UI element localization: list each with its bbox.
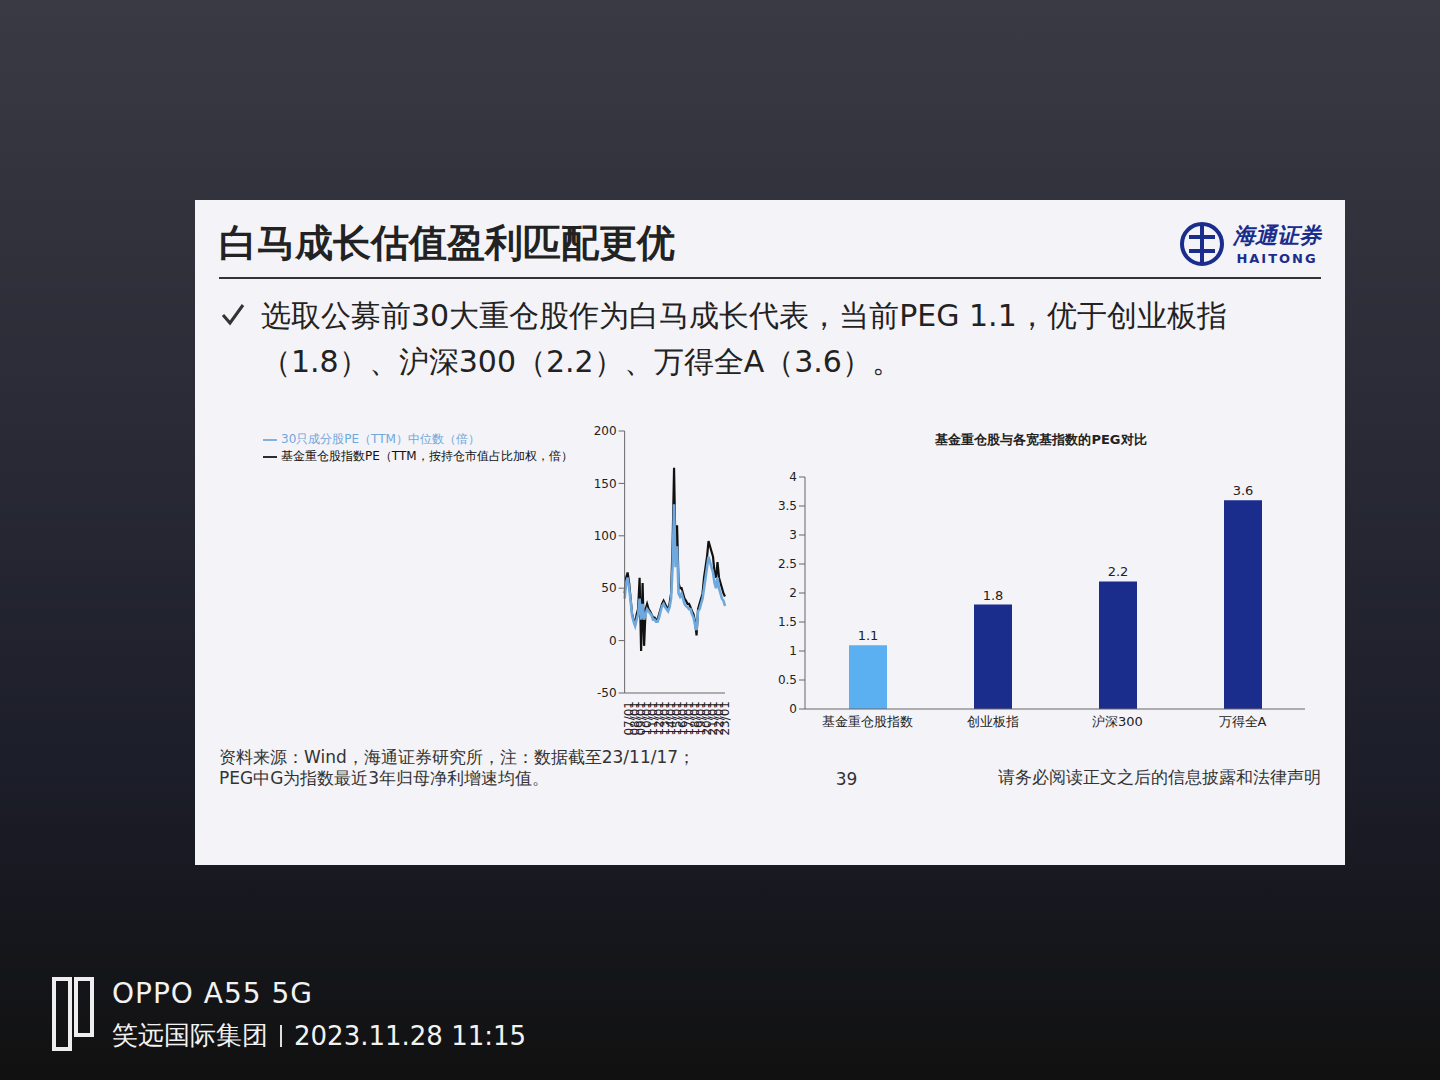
html-text:请务必阅读正文之后的信息披露和法律声明: 请务必阅读正文之后的信息披露和法律声明 (998, 767, 1321, 787)
svg-text:-50: -50 (597, 686, 617, 700)
html-text:2023.11.28 11:15: 2023.11.28 11:15 (294, 1020, 527, 1051)
svg-text:1.8: 1.8 (983, 588, 1004, 603)
svg-text:沪深300: 沪深300 (1092, 714, 1143, 729)
svg-text:3.6: 3.6 (1233, 483, 1254, 498)
svg-text:2: 2 (789, 586, 797, 600)
svg-text:4: 4 (789, 470, 797, 484)
html-text:基金重仓股指数PE（TTM，按持仓市值占比加权，倍）: 基金重仓股指数PE（TTM，按持仓市值占比加权，倍） (281, 449, 573, 463)
svg-text:2.2: 2.2 (1108, 564, 1129, 579)
svg-text:1.5: 1.5 (778, 615, 797, 629)
html-text:选取公募前30大重仓股作为白马成长代表，当前PEG 1.1，: 选取公募前30大重仓股作为白马成长代表，当前PEG 1.1，优于创业板指（1.8… (261, 298, 1227, 379)
svg-text:3: 3 (789, 528, 797, 542)
svg-text:200: 200 (594, 425, 617, 438)
html-text:30只成分股PE（TTM）中位数（倍）: 30只成分股PE（TTM）中位数（倍） (281, 432, 480, 446)
html-text:海通证券: 海通证券 (1233, 223, 1321, 248)
html-text:白马成长估值盈利匹配更优: 白马成长估值盈利匹配更优 (219, 221, 675, 265)
html-text:OPPO A55 5G: OPPO A55 5G (112, 977, 313, 1010)
html-text:基金重仓股与各宽基指数的PEG对比: 基金重仓股与各宽基指数的PEG对比 (935, 432, 1147, 447)
svg-text:150: 150 (594, 477, 617, 491)
svg-text:50: 50 (601, 581, 616, 595)
svg-text:0.5: 0.5 (778, 673, 797, 687)
svg-text:0: 0 (609, 634, 617, 648)
html-text:PEG中G为指数最近3年归母净利增速均值。: PEG中G为指数最近3年归母净利增速均值。 (219, 768, 550, 788)
svg-text:万得全A: 万得全A (1219, 714, 1267, 729)
svg-text:3.5: 3.5 (778, 499, 797, 513)
html-text:39: 39 (835, 769, 858, 789)
svg-text:1: 1 (789, 644, 797, 658)
svg-text:23/01: 23/01 (718, 701, 732, 736)
svg-text:0: 0 (789, 702, 797, 716)
svg-text:2.5: 2.5 (778, 557, 797, 571)
html-text:HAITONG: HAITONG (1236, 251, 1318, 266)
svg-text:100: 100 (594, 529, 617, 543)
svg-text:创业板指: 创业板指 (967, 714, 1019, 729)
svg-text:基金重仓股指数: 基金重仓股指数 (822, 714, 913, 729)
html-text:笑远国际集团: 笑远国际集团 (112, 1020, 268, 1050)
html-text:资料来源：Wind，海通证券研究所，注：数据截至23/11/: 资料来源：Wind，海通证券研究所，注：数据截至23/11/17； (219, 747, 696, 767)
svg-text:1.1: 1.1 (858, 628, 879, 643)
